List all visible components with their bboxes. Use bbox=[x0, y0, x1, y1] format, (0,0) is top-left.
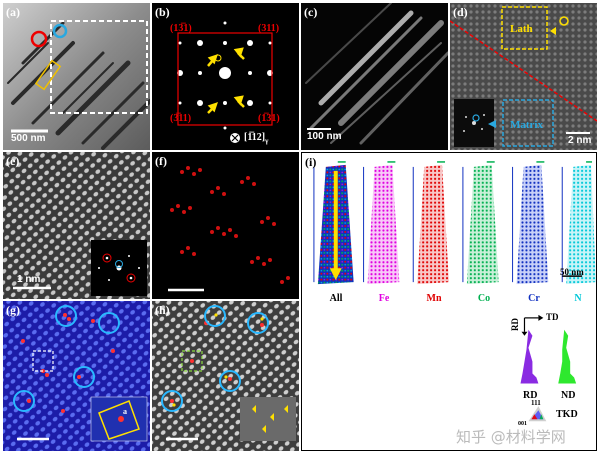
atom-label-cr: Cr bbox=[528, 293, 540, 304]
panel-f-gpa-map bbox=[168, 166, 290, 292]
panel-d-scale-text: 2 nm bbox=[568, 135, 592, 146]
spot-label-bl: (3̅11) bbox=[170, 113, 192, 124]
spot-label-tr: (311) bbox=[258, 23, 280, 34]
tkd-label: TKD bbox=[556, 409, 578, 420]
panel-e-scale-text: 1 nm bbox=[17, 274, 41, 285]
panel-i-scale-text: 50 nm bbox=[560, 267, 584, 277]
panel-e-hrtem bbox=[3, 152, 150, 299]
panel-a: (a) 500 nm bbox=[3, 3, 150, 150]
panel-c-image bbox=[305, 3, 448, 145]
hist-nd-label: ND bbox=[561, 390, 576, 401]
panel-c-scale-text: 100 nm bbox=[307, 131, 342, 142]
ipf-111-label: 111 bbox=[531, 399, 541, 407]
panel-h: (h) bbox=[152, 301, 299, 451]
panel-d: (d) Lath Matrix 2 nm bbox=[450, 3, 597, 150]
panel-d-label: (d) bbox=[453, 5, 468, 19]
apt-columns bbox=[317, 164, 596, 285]
panel-f-label: (f) bbox=[155, 154, 167, 168]
watermark: 知乎 @材料学网 bbox=[456, 428, 566, 446]
panel-f: (f) bbox=[152, 152, 299, 299]
panel-c-label: (c) bbox=[304, 5, 318, 19]
panel-b-label: (b) bbox=[155, 5, 170, 19]
panel-a-scale-text: 500 nm bbox=[11, 133, 46, 144]
panel-h-label: (h) bbox=[155, 303, 170, 317]
panel-g: (g) a bbox=[3, 301, 150, 451]
atom-label-co: Co bbox=[477, 293, 491, 304]
matrix-label: Matrix bbox=[510, 119, 543, 131]
axis-rd-label: RD bbox=[510, 318, 520, 331]
panel-a-image bbox=[3, 3, 150, 150]
spot-label-br: (1̅31) bbox=[258, 113, 280, 124]
panel-e-label: (e) bbox=[6, 154, 20, 168]
panel-a-label: (a) bbox=[6, 5, 20, 19]
panel-g-image bbox=[3, 301, 150, 451]
panel-b-diffraction bbox=[177, 21, 273, 143]
panel-d-image bbox=[450, 3, 597, 150]
hist-rd-label: RD bbox=[523, 390, 538, 401]
atom-label-fe: Fe bbox=[378, 293, 390, 304]
spot-label-tl: (13̅1) bbox=[170, 23, 192, 34]
panel-g-label: (g) bbox=[6, 303, 20, 317]
panel-b: (b) (13̅1) (311) (3̅11) (1̅31) [1̅12]γ bbox=[152, 3, 299, 150]
atom-label-mn: Mn bbox=[426, 293, 442, 304]
panel-i-apt bbox=[313, 161, 596, 422]
panel-i-label: (i) bbox=[305, 155, 317, 169]
panel-e: (e) 1 nm bbox=[3, 152, 150, 299]
atom-label-all: All bbox=[329, 293, 343, 304]
panel-h-image bbox=[152, 301, 299, 451]
panel-i: (i) All Fe Mn Co Cr N 50 nm TD RD RD ND … bbox=[301, 152, 597, 451]
atom-label-n: N bbox=[574, 293, 582, 304]
lath-label: Lath bbox=[510, 23, 533, 35]
zone-axis-label: [1̅12]γ bbox=[244, 132, 269, 145]
panel-g-inset-label: a bbox=[123, 407, 127, 416]
axis-td-label: TD bbox=[546, 312, 559, 322]
panel-c: (c) 100 nm bbox=[301, 3, 448, 150]
ipf-001-label: 001 bbox=[518, 421, 527, 427]
